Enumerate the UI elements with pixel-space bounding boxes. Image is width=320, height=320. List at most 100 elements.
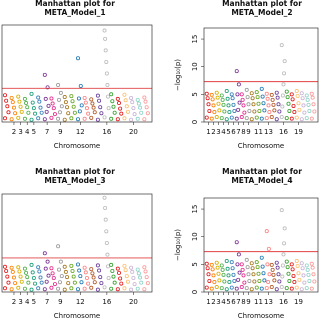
snp-point (249, 261, 254, 266)
snp-point (50, 101, 55, 106)
snp-point (31, 275, 36, 280)
snp-point (129, 287, 134, 292)
x-tick-label: 16 (102, 298, 111, 306)
snp-point (89, 285, 94, 290)
snp-point (5, 104, 10, 109)
snp-point (300, 96, 305, 101)
snp-point (22, 96, 27, 101)
x-tick-label: 20 (129, 128, 138, 136)
snp-point (239, 262, 244, 267)
snp-point (240, 267, 245, 272)
snp-point (222, 109, 227, 114)
snp-point (234, 286, 239, 291)
snp-point (95, 117, 100, 122)
snp-point (142, 287, 147, 292)
snp-point (57, 110, 62, 115)
snp-point (91, 275, 96, 280)
snp-point (239, 92, 244, 97)
snp-point (211, 273, 216, 278)
x-tick-label: 4 (221, 128, 226, 136)
snp-point (216, 101, 221, 106)
snp-point (294, 259, 299, 264)
x-tick-label: 6 (231, 128, 236, 136)
snp-point (30, 270, 35, 275)
snp-point (135, 97, 140, 102)
snp-point (261, 101, 266, 106)
snp-point (250, 266, 255, 271)
snp-point (75, 287, 80, 292)
snp-point (310, 265, 315, 270)
snp-point (102, 195, 107, 200)
snp-point (284, 116, 289, 121)
snp-point (70, 99, 75, 104)
snp-point (4, 268, 9, 273)
snp-point (289, 286, 294, 291)
snp-point (274, 287, 279, 292)
snp-point (289, 262, 294, 267)
snp-point (142, 117, 147, 122)
snp-point (297, 107, 302, 112)
snp-point (51, 275, 56, 280)
snp-point (33, 281, 38, 286)
x-tick-label: 2 (12, 298, 16, 306)
snp-point (229, 115, 234, 120)
snp-point (285, 265, 290, 270)
x-tick-label: 5 (226, 128, 230, 136)
snp-point (109, 262, 114, 267)
snp-point (309, 261, 314, 266)
snp-point (236, 107, 241, 112)
x-tick-label: 16 (102, 128, 111, 136)
snp-point (10, 269, 15, 274)
snp-point (281, 82, 286, 87)
snp-point (115, 96, 120, 101)
x-tick-label: 7 (45, 128, 49, 136)
snp-point (305, 267, 310, 272)
x-tick-label: 16 (279, 128, 288, 136)
snp-point (296, 271, 301, 276)
snp-point (91, 105, 96, 110)
snp-point (125, 279, 130, 284)
snp-point (275, 265, 280, 270)
snp-point (13, 281, 18, 286)
snp-point (276, 272, 281, 277)
x-tick-label: 5 (32, 128, 36, 136)
snp-point (103, 48, 108, 53)
snp-point (264, 91, 269, 96)
x-tick-label: 19 (294, 298, 303, 306)
snp-point (70, 268, 75, 273)
snp-point (56, 116, 61, 121)
x-tick-label: 20 (129, 298, 138, 306)
snp-point (284, 259, 289, 264)
snp-point (63, 100, 68, 105)
snp-point (130, 269, 135, 274)
snp-point (302, 280, 307, 285)
snp-point (227, 110, 232, 115)
chart-title: META_Model_1 (44, 8, 105, 17)
snp-point (2, 286, 7, 291)
snp-point (9, 95, 14, 100)
snp-point (205, 266, 210, 271)
snp-point (304, 263, 309, 268)
snp-point (256, 271, 261, 276)
snp-point (33, 111, 38, 116)
snp-point (292, 110, 297, 115)
x-tick-label: 7 (45, 298, 49, 306)
snp-point (102, 285, 107, 290)
snp-point (209, 92, 214, 97)
snp-point (122, 263, 127, 268)
snp-point (280, 104, 285, 109)
snp-point (62, 287, 67, 292)
plot-frame (1, 193, 153, 293)
snp-point (282, 59, 287, 64)
snp-point (232, 108, 237, 113)
snp-point (104, 71, 109, 76)
snp-point (75, 117, 80, 122)
snp-point (217, 278, 222, 283)
snp-point (29, 262, 34, 267)
x-tick-label: 1 (206, 298, 210, 306)
snp-point (209, 262, 214, 267)
snp-point (287, 108, 292, 113)
snp-point (271, 272, 276, 277)
y-tick-label: 10 (191, 62, 199, 71)
snp-point (30, 100, 35, 105)
